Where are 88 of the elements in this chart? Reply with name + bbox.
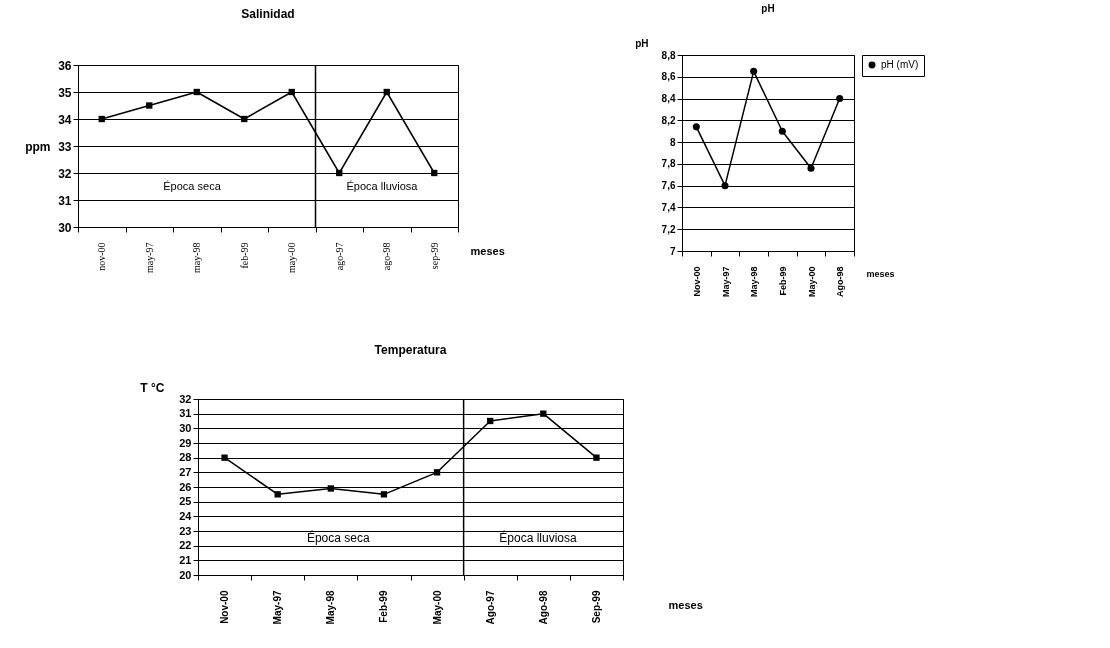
y-tick-label: 32 [179,392,192,405]
y-tick-label: 33 [58,139,72,154]
y-tick-label: 7,2 [661,223,676,235]
point [336,169,343,177]
x-tick-label: ago-98 [381,242,393,271]
x-tick-label: May-00 [806,266,817,298]
y-tick-label: 7,8 [661,158,676,170]
y-tick-label: 7,6 [661,180,676,192]
x-tick-label: May-98 [325,590,337,625]
point [383,88,390,96]
point [593,454,600,461]
point [750,67,758,75]
point [274,491,281,498]
y-tick-label: 30 [58,220,72,235]
point [778,127,786,135]
y-tick-label: 7 [669,245,676,257]
y-tick-label: 21 [179,553,192,566]
y-tick-label: 23 [179,524,192,537]
y-axis-title: pH [635,37,649,49]
chart-title: Salinidad [241,7,295,21]
chart-title: Temperatura [374,343,447,357]
point [98,115,105,123]
y-tick-label: 30 [179,421,192,434]
chart-title: pH [761,3,775,14]
y-tick-label: 8,2 [661,114,676,126]
y-tick-label: 8 [669,136,676,148]
y-tick-label: 29 [179,436,192,449]
point [431,169,438,177]
x-tick-label: nov-00 [96,242,108,271]
point [721,182,729,190]
annotation: Época lluviosa [499,530,578,546]
y-tick-label: 8,4 [661,93,676,105]
point [193,88,200,96]
y-axis-title: T °C [140,380,165,395]
x-tick-label: may-97 [143,242,155,274]
x-tick-label: May-98 [749,266,760,298]
x-tick-label: May-97 [720,266,731,298]
point [146,102,153,109]
y-tick-label: 26 [179,480,192,493]
x-axis-title: meses [668,598,703,611]
y-tick-label: 7,4 [661,201,676,213]
annotation: Época seca [163,179,222,192]
x-tick-label: Feb-99 [777,266,788,296]
y-tick-label: 32 [58,166,72,181]
x-axis-title: meses [866,268,895,279]
point [380,491,388,498]
x-axis-title: meses [470,244,505,257]
point [540,410,547,417]
point [836,95,844,103]
point [288,88,295,96]
y-tick-label: 28 [179,451,192,464]
x-tick-label: may-98 [191,242,203,274]
x-tick-label: Sep-99 [590,590,602,624]
x-tick-label: Nov-00 [691,266,702,297]
x-tick-label: Ago-98 [537,590,549,625]
y-axis-title: ppm [25,139,51,154]
x-tick-label: Feb-99 [378,590,390,623]
point [221,454,228,461]
point [487,417,494,425]
legend-label: pH (mV) [881,59,919,70]
y-tick-label: 36 [58,58,72,73]
x-tick-label: feb-99 [238,242,250,269]
x-tick-label: sep-99 [428,242,440,270]
y-tick-label: 34 [58,112,72,127]
annotation: Época seca [306,530,370,546]
point [433,469,441,476]
y-tick-label: 25 [179,495,192,508]
x-tick-label: May-00 [431,590,443,625]
y-tick-label: 31 [179,407,192,420]
y-tick-label: 27 [179,465,192,478]
y-tick-label: 8,6 [661,71,676,83]
annotation: Época lluviosa [346,179,419,192]
point [241,115,248,123]
y-tick-label: 24 [179,509,193,522]
x-tick-label: Ago-97 [484,590,496,625]
x-tick-label: may-00 [286,242,298,274]
x-tick-label: Ago-98 [835,266,846,298]
point [692,123,700,131]
point [807,164,815,172]
y-tick-label: 22 [179,539,192,552]
x-tick-label: May-97 [272,590,284,625]
point [327,485,334,492]
x-tick-label: ago-97 [333,242,345,271]
y-tick-label: 31 [58,193,72,208]
y-tick-label: 8,8 [661,49,676,61]
y-tick-label: 20 [179,568,192,581]
y-tick-label: 35 [58,85,72,100]
x-tick-label: Nov-00 [219,590,231,624]
